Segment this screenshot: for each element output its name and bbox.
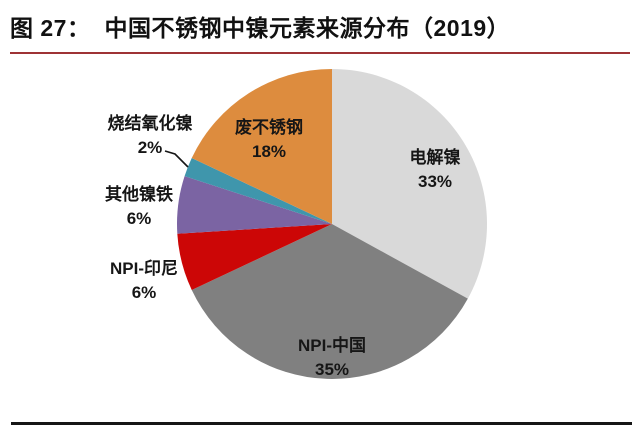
pie-label-value: 6% [126, 209, 152, 228]
figure-title: 图 27： 中国不锈钢中镍元素来源分布（2019） [10, 9, 630, 43]
pie-label-value: 35% [314, 360, 350, 379]
pie-label-value: 2% [137, 138, 163, 157]
footer-divider-line [11, 422, 632, 425]
pie-slices-group [177, 69, 488, 380]
pie-label-name: 废不锈钢 [235, 118, 303, 137]
pie-label-value: 18% [251, 142, 287, 161]
pie-label-feibuxiugang: 废不锈钢 18% [235, 116, 303, 164]
figure-number: 图 27： [10, 15, 91, 41]
pie-slice-3 [177, 176, 332, 234]
pie-label-name: 电解镍 [409, 148, 461, 167]
pie-label-value: 6% [131, 283, 157, 302]
pie-slice-5 [191, 69, 332, 224]
pie-label-npi-china: NPI-中国 35% [298, 334, 366, 382]
pie-label-name: 烧结氧化镍 [107, 114, 193, 133]
pie-slice-2 [177, 224, 332, 290]
pie-label-name: NPI-印尼 [110, 259, 178, 278]
title-divider-line [10, 52, 630, 54]
pie-slice-4 [184, 158, 332, 224]
pie-slice-0 [332, 69, 488, 299]
leader-line-2pct-icon [164, 150, 189, 168]
figure-title-text: 中国不锈钢中镍元素来源分布（2019） [104, 15, 511, 41]
pie-label-name: 其他镍铁 [105, 185, 173, 204]
pie-label-value: 33% [417, 172, 453, 191]
pie-label-name: NPI-中国 [298, 336, 366, 355]
pie-label-npi-indonesia: NPI-印尼 6% [110, 257, 178, 305]
pie-slice-1 [191, 224, 468, 380]
pie-label-dianjienie: 电解镍 33% [410, 146, 461, 194]
pie-label-qitanietie: 其他镍铁 6% [105, 183, 173, 231]
pie-label-shaojieyanghuanie: 烧结氧化镍 2% [108, 112, 193, 160]
